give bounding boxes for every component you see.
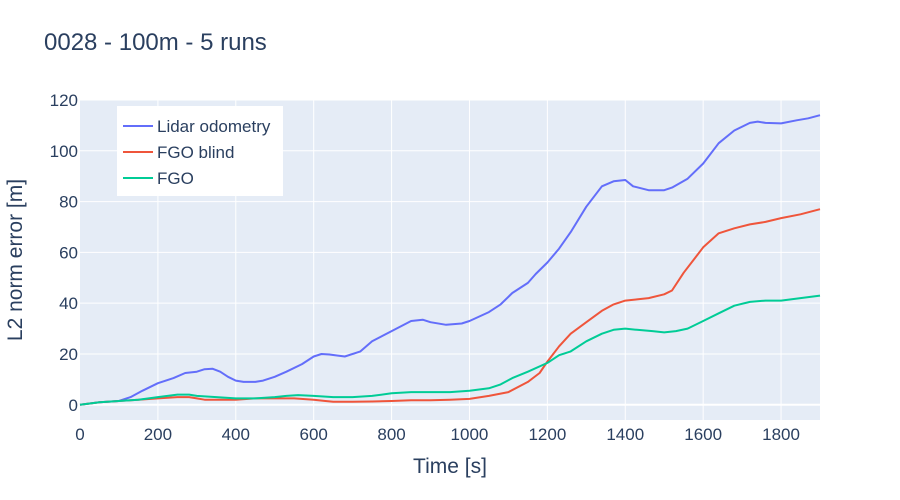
x-tick-label: 0 <box>75 425 84 444</box>
grid <box>80 99 820 420</box>
x-tick-label: 400 <box>222 425 250 444</box>
y-tick-label: 80 <box>59 193 78 212</box>
axis-ticks: 0 200 400 600 800 1000 1200 1400 1600 1800 0 20 40 60… <box>50 91 800 444</box>
x-tick-label: 600 <box>299 425 327 444</box>
series-line-2 <box>79 294 821 406</box>
y-tick-label: 120 <box>50 91 78 110</box>
chart-title: 0028 - 100m - 5 runs <box>44 29 267 56</box>
legend-item-label: FGO <box>157 169 194 188</box>
legend: Lidar odometry FGO blind FGO <box>117 106 283 196</box>
y-axis-label: L2 norm error [m] <box>4 179 27 341</box>
x-axis-label: Time [s] <box>413 455 487 478</box>
y-tick-label: 20 <box>59 345 78 364</box>
y-tick-label: 0 <box>69 396 78 415</box>
legend-item-label: FGO blind <box>157 143 234 162</box>
series-line-1 <box>79 208 821 406</box>
series-line-0 <box>79 114 821 406</box>
x-tick-label: 200 <box>144 425 172 444</box>
x-tick-label: 1800 <box>762 425 800 444</box>
y-tick-label: 60 <box>59 243 78 262</box>
legend-item-label: Lidar odometry <box>157 117 271 136</box>
y-tick-label: 40 <box>59 294 78 313</box>
series-lines <box>79 114 821 406</box>
x-tick-label: 1000 <box>451 425 489 444</box>
x-tick-label: 1400 <box>606 425 644 444</box>
x-tick-label: 1600 <box>684 425 722 444</box>
x-tick-label: 1200 <box>528 425 566 444</box>
y-tick-label: 100 <box>50 142 78 161</box>
x-tick-label: 800 <box>377 425 405 444</box>
